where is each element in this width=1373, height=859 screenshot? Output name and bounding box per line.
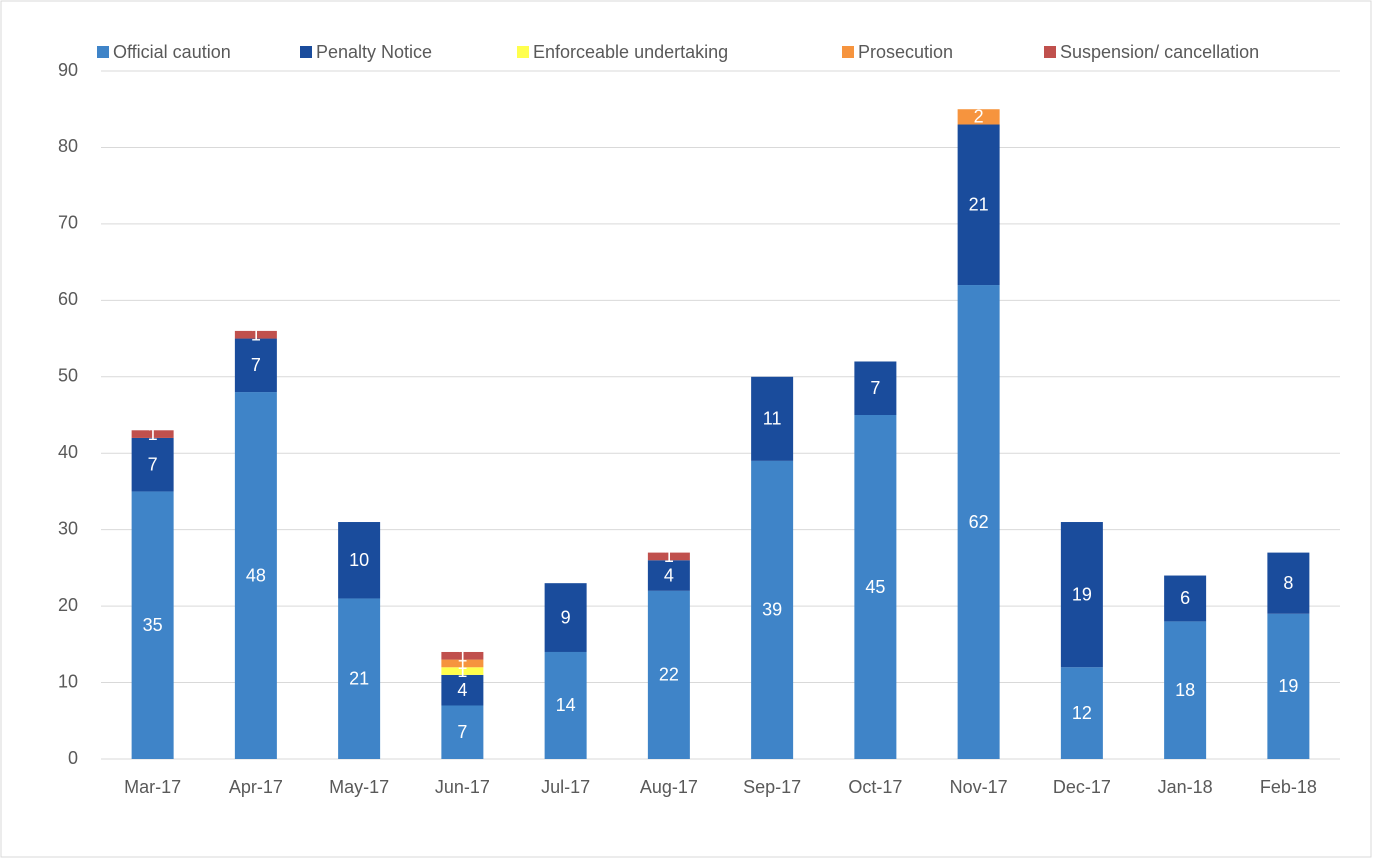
data-label: 7 (148, 454, 158, 474)
bar-segment (647, 560, 690, 591)
data-label: 21 (349, 668, 369, 688)
bar-segment (647, 590, 690, 759)
x-tick-label: Dec-17 (1053, 777, 1111, 797)
data-label: 1 (148, 424, 158, 444)
bar-segment (751, 460, 794, 759)
bar-segment (441, 659, 484, 668)
data-label: 21 (969, 195, 989, 215)
y-tick-label: 90 (58, 60, 78, 80)
y-tick-label: 80 (58, 136, 78, 156)
data-label: 6 (1180, 588, 1190, 608)
data-label: 10 (349, 550, 369, 570)
x-tick-label: Aug-17 (640, 777, 698, 797)
legend-label: Prosecution (858, 42, 953, 62)
bar-segment (441, 705, 484, 759)
bar-segment (854, 415, 897, 759)
data-label: 7 (870, 378, 880, 398)
legend-label: Official caution (113, 42, 231, 62)
y-tick-label: 50 (58, 366, 78, 386)
bar-segment (441, 674, 484, 706)
legend-swatch (517, 46, 529, 58)
legend-label: Penalty Notice (316, 42, 432, 62)
bar-segment (338, 598, 381, 759)
bar-segment (957, 109, 1000, 125)
data-label: 19 (1278, 676, 1298, 696)
bar-segment (1060, 522, 1103, 668)
legend-swatch (300, 46, 312, 58)
y-tick-label: 60 (58, 289, 78, 309)
bar-segment (1164, 621, 1207, 759)
bar-segment (131, 491, 174, 759)
bar-segment (441, 651, 484, 660)
data-label: 2 (974, 107, 984, 127)
y-tick-label: 30 (58, 518, 78, 538)
bar-segment (957, 285, 1000, 759)
bar-segment (854, 361, 897, 415)
data-label: 35 (143, 615, 163, 635)
data-label: 8 (1283, 573, 1293, 593)
bar-segment (647, 552, 690, 561)
bar-segment (338, 522, 381, 599)
bar-segment (131, 430, 174, 438)
legend-label: Enforceable undertaking (533, 42, 728, 62)
legend-label: Suspension/ cancellation (1060, 42, 1259, 62)
bar-segment (234, 338, 277, 393)
y-tick-label: 20 (58, 595, 78, 615)
data-label: 1 (457, 646, 467, 666)
bar-segment (131, 437, 174, 492)
data-label: 4 (457, 680, 467, 700)
legend-swatch (842, 46, 854, 58)
x-tick-label: Jul-17 (541, 777, 590, 797)
data-label: 12 (1072, 703, 1092, 723)
data-label: 7 (251, 355, 261, 375)
data-label: 62 (969, 512, 989, 532)
bar-segment (957, 124, 1000, 286)
legend-swatch (1044, 46, 1056, 58)
x-tick-label: Feb-18 (1260, 777, 1317, 797)
bar-segment (544, 583, 587, 652)
x-tick-label: Apr-17 (229, 777, 283, 797)
y-tick-label: 40 (58, 442, 78, 462)
y-tick-label: 10 (58, 671, 78, 691)
bar-segment (234, 392, 277, 759)
bar-segment (234, 330, 277, 339)
x-tick-label: May-17 (329, 777, 389, 797)
x-tick-label: Jan-18 (1158, 777, 1213, 797)
legend-swatch (97, 46, 109, 58)
data-label: 45 (865, 577, 885, 597)
data-label: 48 (246, 565, 266, 585)
bar-segment (544, 651, 587, 759)
x-tick-label: Oct-17 (848, 777, 902, 797)
data-label: 1 (251, 324, 261, 344)
data-label: 14 (556, 695, 576, 715)
data-label: 11 (763, 409, 782, 429)
x-tick-label: Mar-17 (124, 777, 181, 797)
data-label: 1 (457, 653, 467, 673)
data-label: 22 (659, 665, 679, 685)
data-label: 4 (664, 565, 674, 585)
y-tick-label: 70 (58, 213, 78, 233)
bar-segment (441, 667, 484, 675)
bar-segment (1267, 613, 1310, 759)
data-label: 1 (457, 661, 467, 681)
x-tick-label: Jun-17 (435, 777, 490, 797)
data-label: 1 (664, 546, 674, 566)
x-tick-label: Nov-17 (950, 777, 1008, 797)
y-tick-label: 0 (68, 748, 78, 768)
data-label: 18 (1175, 680, 1195, 700)
data-label: 39 (762, 600, 782, 620)
data-label: 19 (1072, 584, 1092, 604)
bar-segment (751, 376, 794, 461)
bar-segment (1060, 667, 1103, 759)
data-label: 7 (457, 722, 467, 742)
bar-segment (1267, 552, 1310, 614)
data-label: 9 (561, 607, 571, 627)
bar-segment (1164, 575, 1207, 622)
x-tick-label: Sep-17 (743, 777, 801, 797)
